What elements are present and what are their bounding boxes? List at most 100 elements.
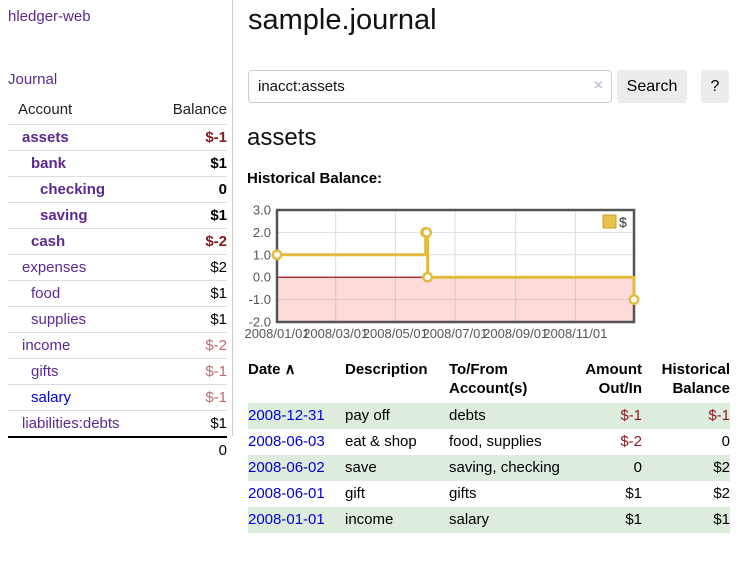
account-row: bank $1 — [8, 150, 227, 177]
account-row: cash $-2 — [8, 228, 227, 255]
search-input[interactable] — [248, 70, 612, 103]
account-link[interactable]: expenses — [22, 259, 87, 276]
account-balance: $-2 — [155, 332, 227, 359]
amount-cell: $-2 — [620, 433, 642, 450]
account-row: gifts $-1 — [8, 358, 227, 385]
svg-text:2008/05/01: 2008/05/01 — [363, 326, 428, 341]
account-row: salary $-1 — [8, 384, 227, 411]
account-row: supplies $1 — [8, 306, 227, 333]
account-link[interactable]: assets — [22, 129, 69, 146]
account-row: expenses $2 — [8, 254, 227, 281]
account-balance: $1 — [155, 202, 227, 229]
account-link[interactable]: saving — [40, 207, 88, 224]
account-balance: $1 — [155, 306, 227, 333]
account-link[interactable]: salary — [31, 389, 72, 406]
text-cell: gifts — [449, 485, 477, 502]
app-brand-link[interactable]: hledger-web — [8, 8, 91, 25]
svg-text:2.0: 2.0 — [253, 225, 271, 240]
amount-cell: $1 — [625, 485, 642, 502]
account-balance: $1 — [155, 280, 227, 307]
text-cell: pay off — [345, 407, 390, 424]
account-row: checking 0 — [8, 176, 227, 203]
amount-cell: 0 — [721, 433, 730, 450]
amount-cell: $-1 — [708, 407, 730, 424]
svg-text:0.0: 0.0 — [253, 270, 271, 285]
historical-balance-chart: $3.0 2.0 1.0 0.0 -1.0 -2.02008/01/012008/03/0… — [245, 203, 640, 341]
account-balance: $2 — [155, 254, 227, 281]
text-cell: debts — [449, 407, 486, 424]
account-balance: $1 — [155, 410, 227, 437]
svg-text:2008/03/01: 2008/03/01 — [303, 326, 368, 341]
account-link[interactable]: checking — [40, 181, 106, 198]
amount-cell: $1 — [625, 511, 642, 528]
register-table: Date ∧ Description To/From Account(s) Amount… — [248, 358, 730, 533]
account-heading: assets — [247, 124, 317, 151]
transaction-row[interactable]: 2008-01-01 income salary $1 $1 — [248, 507, 730, 533]
help-button[interactable]: ? — [701, 70, 729, 103]
transaction-row[interactable]: 2008-06-02 save saving, checking 0 $2 — [248, 455, 730, 481]
svg-text:-2.0: -2.0 — [249, 315, 271, 330]
amount-cell: $1 — [713, 511, 730, 528]
account-balance: $-1 — [155, 358, 227, 385]
account-balance: 0 — [155, 176, 227, 203]
account-link[interactable]: liabilities:debts — [22, 415, 120, 432]
account-balance: $-1 — [155, 384, 227, 411]
transaction-date-link[interactable]: 2008-12-31 — [248, 407, 325, 424]
chart-title: Historical Balance: — [247, 170, 383, 187]
svg-text:3.0: 3.0 — [253, 203, 271, 218]
transaction-row[interactable]: 2008-12-31 pay off debts $-1 $-1 — [248, 403, 730, 429]
transaction-date-link[interactable]: 2008-06-01 — [248, 485, 325, 502]
accounts-col-balance: Balance — [172, 101, 227, 118]
account-row: saving $1 — [8, 202, 227, 229]
account-balance: $1 — [155, 150, 227, 177]
account-row: liabilities:debts $1 — [8, 410, 227, 437]
register-col-description: Description — [345, 361, 428, 378]
account-link[interactable]: gifts — [31, 363, 59, 380]
account-link[interactable]: supplies — [31, 311, 87, 328]
account-row: assets $-1 — [8, 124, 227, 151]
amount-cell: $2 — [713, 459, 730, 476]
transaction-date-link[interactable]: 2008-06-03 — [248, 433, 325, 450]
register-col-historical: Historical Balance — [661, 361, 730, 397]
search-button[interactable]: Search — [617, 70, 687, 103]
sidebar-item-journal[interactable]: Journal — [8, 71, 58, 88]
text-cell: save — [345, 459, 377, 476]
text-cell: gift — [345, 485, 366, 502]
text-cell: eat & shop — [345, 433, 417, 450]
search-form: × — [248, 70, 612, 103]
svg-text:2008/07/01: 2008/07/01 — [422, 326, 487, 341]
clear-search-icon[interactable]: × — [593, 77, 603, 94]
account-link[interactable]: income — [22, 337, 71, 354]
svg-text:$: $ — [619, 214, 627, 230]
account-balance: $-1 — [155, 124, 227, 151]
svg-text:-1.0: -1.0 — [249, 292, 271, 307]
account-link[interactable]: bank — [31, 155, 67, 172]
register-col-tofrom: To/From Account(s) — [449, 361, 528, 397]
amount-cell: $-1 — [620, 407, 642, 424]
account-balance: $-2 — [155, 228, 227, 255]
account-row: income $-2 — [8, 332, 227, 359]
sort-ascending-icon[interactable]: ∧ — [280, 361, 296, 378]
transaction-date-link[interactable]: 2008-06-02 — [248, 459, 325, 476]
transaction-row[interactable]: 2008-06-01 gift gifts $1 $2 — [248, 481, 730, 507]
accounts-table: Account Balance assets $-1 bank $1 checking 0… — [8, 98, 227, 463]
text-cell: income — [345, 511, 394, 528]
page-title: sample.journal — [248, 4, 437, 36]
svg-text:2008/11/01: 2008/11/01 — [543, 326, 607, 341]
svg-text:2008/09/01: 2008/09/01 — [483, 326, 548, 341]
accounts-total: 0 — [8, 436, 227, 463]
transaction-row[interactable]: 2008-06-03 eat & shop food, supplies $-2 0 — [248, 429, 730, 455]
account-row: food $1 — [8, 280, 227, 307]
text-cell: saving, checking — [449, 459, 560, 476]
account-link[interactable]: cash — [31, 233, 66, 250]
accounts-col-account: Account — [18, 101, 73, 118]
account-link[interactable]: food — [31, 285, 61, 302]
amount-cell: 0 — [633, 459, 642, 476]
amount-cell: $2 — [713, 485, 730, 502]
register-col-amount: Amount Out/In — [585, 361, 642, 397]
register-col-date[interactable]: Date ∧ — [248, 361, 296, 378]
svg-text:1.0: 1.0 — [253, 247, 271, 262]
text-cell: food, supplies — [449, 433, 542, 450]
transaction-date-link[interactable]: 2008-01-01 — [248, 511, 325, 528]
